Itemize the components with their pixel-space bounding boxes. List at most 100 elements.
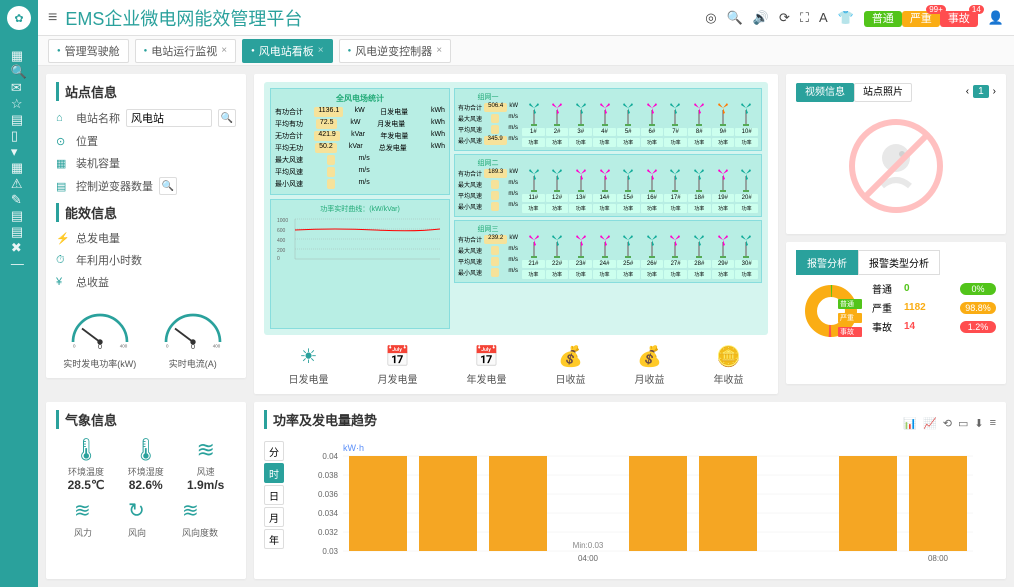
- nav-icon[interactable]: ⚠: [11, 176, 27, 192]
- video-pager: ‹ 1 ›: [966, 85, 996, 98]
- metric-button[interactable]: 🪙年收益: [714, 343, 744, 386]
- time-range-button[interactable]: 月: [264, 507, 284, 527]
- center-panel: 全风电场统计 有功合计1136.1kW日发电量kWh平均有功72.5kW月发电量…: [254, 74, 778, 394]
- site-info-panel: 站点信息 ⌂电站名称🔍⊙位置▦装机容量▤控制逆变器数量🔍 能效信息 ⚡总发电量⏱…: [46, 74, 246, 378]
- time-range-button[interactable]: 时: [264, 463, 284, 483]
- svg-text:1000: 1000: [277, 218, 288, 224]
- nav-icon[interactable]: ▤: [11, 112, 27, 128]
- metric-button[interactable]: 📅年发电量: [467, 343, 507, 386]
- time-range-button[interactable]: 日: [264, 485, 284, 505]
- no-video-placeholder: [796, 106, 996, 226]
- alert-badge[interactable]: 严重99+: [902, 11, 940, 27]
- turbine-group: 组网二有功合计189.3kW最大风速m/s平均风速m/s最小风速m/s11#12…: [454, 154, 762, 217]
- nav-icon[interactable]: ▤: [11, 224, 27, 240]
- nav-icon[interactable]: ▦: [11, 48, 27, 64]
- page-tab[interactable]: ●风电逆变控制器×: [339, 39, 451, 63]
- gauge: 00400实时发电功率(kW): [63, 296, 136, 370]
- svg-text:0: 0: [73, 343, 76, 348]
- nav-icon[interactable]: 🔍: [11, 64, 27, 80]
- alarm-tab[interactable]: 报警分析: [796, 250, 858, 275]
- nav-icon[interactable]: —: [11, 256, 27, 271]
- turbine-icon: [573, 102, 589, 126]
- turbine-icon: [526, 102, 542, 126]
- turbine-group: 组网三有功合计239.2kW最大风速m/s平均风速m/s最小风速m/s21#22…: [454, 220, 762, 283]
- metric-button[interactable]: 💰日收益: [556, 343, 586, 386]
- nav-icon[interactable]: ✎: [11, 192, 27, 208]
- nav-icon[interactable]: ✖: [11, 240, 27, 256]
- next-page-icon[interactable]: ›: [993, 86, 996, 97]
- turbine-icon: [644, 234, 660, 258]
- page-tab[interactable]: ●电站运行监视×: [135, 39, 236, 63]
- search-button[interactable]: 🔍: [218, 109, 236, 127]
- page-number: 1: [973, 85, 989, 98]
- page-tab[interactable]: ●管理驾驶舱: [48, 39, 129, 63]
- page-tab[interactable]: ●风电站看板×: [242, 39, 332, 63]
- metric-button[interactable]: ☀日发电量: [289, 343, 329, 386]
- left-column: 站点信息 ⌂电站名称🔍⊙位置▦装机容量▤控制逆变器数量🔍 能效信息 ⚡总发电量⏱…: [46, 74, 246, 394]
- right-column: 视频信息站点照片 ‹ 1 ›: [786, 74, 1006, 394]
- sound-icon[interactable]: 🔊: [753, 10, 769, 26]
- turbine-icon: [549, 102, 565, 126]
- turbine-icon: [573, 234, 589, 258]
- nav-icon[interactable]: ▯: [11, 128, 27, 144]
- chart-line-icon[interactable]: 📈: [923, 417, 937, 430]
- metric-button[interactable]: 💰月收益: [635, 343, 665, 386]
- turbine-icon: [597, 234, 613, 258]
- bar-chart: kW·h0.040.0380.0360.0340.0320.0304:00Min…: [290, 441, 996, 561]
- nav-icon[interactable]: ▤: [11, 208, 27, 224]
- alarm-item: 事故141.2%: [872, 319, 996, 334]
- user-icon[interactable]: 👤: [988, 10, 1004, 26]
- menu-toggle-icon[interactable]: ≡: [48, 9, 57, 27]
- svg-text:0.034: 0.034: [318, 509, 339, 518]
- time-range-button[interactable]: 分: [264, 441, 284, 461]
- turbine-icon: [715, 234, 731, 258]
- nav-icon[interactable]: ▾: [11, 144, 27, 160]
- weather-panel: 气象信息 🌡环境温度28.5℃🌡环境湿度82.6%≋风速1.9m/s ≋风力↻风…: [46, 402, 246, 579]
- font-icon[interactable]: A: [819, 10, 828, 25]
- alarm-tab[interactable]: 报警类型分析: [858, 250, 940, 275]
- fullscreen-icon[interactable]: ⛶: [800, 10, 809, 26]
- search-button[interactable]: 🔍: [159, 177, 177, 195]
- nav-icon[interactable]: ☆: [11, 96, 27, 112]
- site-name-input[interactable]: [126, 109, 212, 127]
- turbine-icon: [526, 168, 542, 192]
- svg-text:0: 0: [166, 343, 169, 348]
- time-range-button[interactable]: 年: [264, 529, 284, 549]
- svg-text:kW·h: kW·h: [343, 443, 364, 453]
- svg-text:0: 0: [98, 342, 102, 351]
- trend-title: 功率及发电量趋势: [264, 410, 377, 429]
- video-tab[interactable]: 视频信息: [796, 83, 854, 102]
- turbine-icon: [620, 234, 636, 258]
- turbine-icon: [667, 234, 683, 258]
- video-panel: 视频信息站点照片 ‹ 1 ›: [786, 74, 1006, 234]
- svg-text:事故: 事故: [840, 327, 854, 336]
- site-info-row: ▦装机容量: [56, 155, 236, 171]
- svg-text:0.036: 0.036: [318, 490, 339, 499]
- chart-menu-icon[interactable]: ≡: [990, 417, 996, 430]
- realtime-chart: 功率实时曲线：(kW/kVar) 0 200 400: [270, 199, 450, 329]
- turbine-icon: [667, 168, 683, 192]
- chart-box-icon[interactable]: ▭: [958, 417, 968, 430]
- video-tab[interactable]: 站点照片: [854, 83, 912, 102]
- target-icon[interactable]: ◎: [705, 10, 716, 26]
- efficiency-row: ⏱年利用小时数: [56, 252, 236, 268]
- site-info-row: ⌂电站名称🔍: [56, 109, 236, 127]
- chart-bar-icon[interactable]: 📊: [903, 417, 917, 430]
- alert-badge[interactable]: 事故14: [940, 11, 978, 27]
- search-icon[interactable]: 🔍: [727, 10, 743, 26]
- svg-text:Min:0.03: Min:0.03: [573, 541, 604, 550]
- weather-item: ↻风向: [128, 498, 146, 539]
- app-title: EMS企业微电网能效管理平台: [65, 5, 705, 31]
- efficiency-row: ¥总收益: [56, 274, 236, 290]
- prev-page-icon[interactable]: ‹: [966, 86, 969, 97]
- nav-icon[interactable]: ✉: [11, 80, 27, 96]
- metric-button[interactable]: 📅月发电量: [378, 343, 418, 386]
- chart-reset-icon[interactable]: ⟲: [943, 417, 952, 430]
- weather-title: 气象信息: [56, 410, 236, 429]
- nav-icon[interactable]: ▦: [11, 160, 27, 176]
- theme-icon[interactable]: 👕: [838, 10, 854, 26]
- chart-download-icon[interactable]: ⬇: [974, 417, 983, 430]
- alert-badge[interactable]: 普通: [864, 11, 902, 27]
- refresh-icon[interactable]: ⟳: [779, 10, 790, 26]
- svg-text:普通: 普通: [840, 299, 854, 308]
